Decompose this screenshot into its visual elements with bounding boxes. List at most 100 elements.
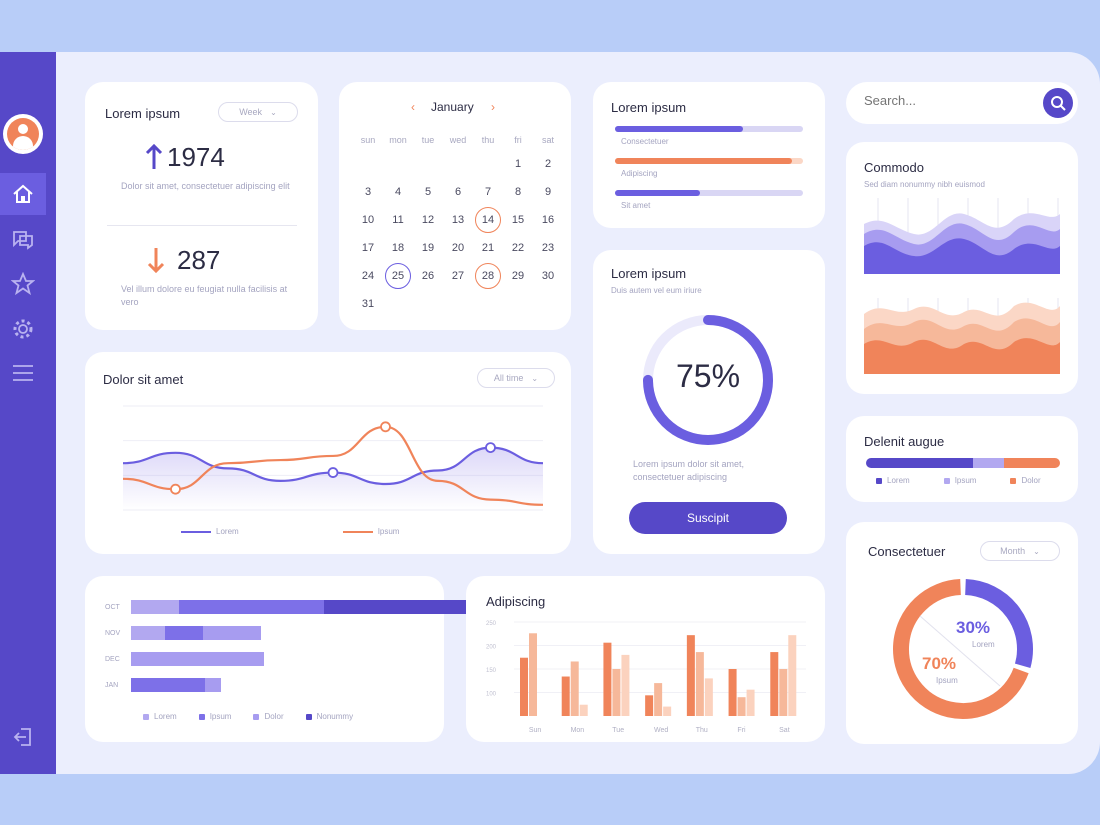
search-bar[interactable] (846, 82, 1078, 124)
search-button[interactable] (1043, 88, 1073, 118)
commodo-title: Commodo (864, 160, 924, 175)
consectetuer-period-dropdown[interactable]: Month ⌄ (980, 541, 1060, 561)
hbar-segment[interactable] (324, 600, 513, 614)
hbar-segment[interactable] (131, 626, 166, 640)
calendar-day[interactable]: 25 (383, 263, 413, 289)
adipiscing-bar-chart: 250 200 150 100 Sun Mon Tue Wed Thu Fri Sat (486, 621, 806, 734)
search-input[interactable] (864, 93, 1034, 108)
hbar-segment[interactable] (178, 600, 325, 614)
calendar-day[interactable]: 4 (394, 186, 402, 198)
line-point[interactable] (327, 467, 339, 478)
arrow-down-icon (147, 248, 165, 273)
gauge-subtitle: Duis autem vel eum iriure (611, 286, 702, 295)
calendar-day[interactable]: 16 (541, 214, 555, 226)
bar[interactable] (663, 706, 672, 716)
adipiscing-card: Adipiscing 250 200 150 100 Sun Mon Tue Wed Thu Fr… (466, 576, 825, 742)
bar[interactable] (737, 697, 746, 716)
calendar-day[interactable]: 29 (511, 270, 525, 282)
progress-card: Lorem ipsum Consectetuer Adipiscing Sit am… (593, 82, 825, 228)
consectetuer-card: Consectetuer Month ⌄ 30% Lorem 70% Ipsum (846, 522, 1078, 744)
bar[interactable] (746, 689, 755, 716)
calendar-day[interactable]: 30 (541, 270, 555, 282)
hbar-segment[interactable] (205, 678, 222, 692)
stats-period-dropdown[interactable]: Week ⌄ (218, 102, 298, 122)
calendar-day[interactable]: 15 (511, 214, 525, 226)
sidebar-item-settings[interactable] (0, 308, 46, 350)
bar[interactable] (621, 654, 630, 716)
line-chart-period-dropdown[interactable]: All time ⌄ (477, 368, 555, 388)
hbar-segment[interactable] (131, 678, 206, 692)
bar[interactable] (654, 683, 663, 716)
suscipit-button[interactable]: Suscipit (629, 502, 787, 534)
bar[interactable] (695, 652, 704, 716)
y-tick-label: 100 (486, 692, 497, 698)
sidebar-item-home[interactable] (0, 173, 46, 215)
bar[interactable] (529, 633, 537, 716)
calendar-day[interactable]: 14 (473, 207, 503, 233)
bar[interactable] (570, 661, 579, 716)
bar[interactable] (770, 652, 779, 716)
sidebar-item-messages[interactable] (0, 218, 46, 260)
calendar-next-button[interactable]: › (491, 100, 495, 114)
calendar-day-name: wed (449, 135, 467, 145)
calendar-prev-button[interactable]: ‹ (411, 100, 415, 114)
line-point[interactable] (170, 483, 181, 495)
calendar-day[interactable]: 11 (392, 214, 404, 226)
line-point[interactable] (380, 421, 391, 433)
logout-button[interactable] (0, 716, 46, 758)
calendar-day[interactable]: 23 (541, 242, 555, 254)
calendar-day[interactable]: 31 (361, 298, 375, 310)
calendar-day[interactable]: 24 (361, 270, 375, 282)
calendar-day[interactable]: 9 (544, 186, 552, 198)
calendar-day[interactable]: 21 (481, 242, 495, 254)
legend-swatch (198, 713, 205, 720)
calendar-day[interactable]: 27 (451, 270, 465, 282)
bar[interactable] (779, 669, 788, 716)
donut-label-ipsum: Ipsum (936, 676, 958, 685)
bar[interactable] (788, 635, 797, 716)
calendar-day[interactable]: 13 (451, 214, 465, 226)
calendar-day[interactable]: 28 (473, 263, 503, 289)
hbar-segment[interactable] (131, 600, 179, 614)
hbar-category-label: NOV (105, 630, 121, 637)
gauge-ring (643, 315, 773, 445)
bar[interactable] (728, 669, 737, 716)
calendar-day[interactable]: 19 (421, 242, 435, 254)
bar[interactable] (579, 704, 588, 716)
line-point[interactable] (485, 442, 496, 453)
bar[interactable] (686, 635, 695, 716)
bar[interactable] (561, 676, 570, 716)
calendar-day[interactable]: 2 (544, 158, 552, 170)
calendar-day[interactable]: 1 (514, 158, 522, 170)
calendar-day[interactable]: 22 (511, 242, 525, 254)
bar[interactable] (612, 669, 621, 716)
calendar-day[interactable]: 7 (484, 186, 492, 198)
legend-swatch (943, 477, 950, 484)
calendar-day[interactable]: 6 (454, 186, 462, 198)
calendar-day[interactable]: 26 (421, 270, 435, 282)
sidebar-item-menu[interactable] (0, 352, 46, 394)
calendar-day[interactable]: 10 (361, 214, 375, 226)
donut-slice-lorem[interactable] (964, 579, 1033, 668)
calendar-day[interactable]: 20 (451, 242, 465, 254)
x-tick-label: Fri (737, 727, 746, 734)
donut-slice-ipsum[interactable] (893, 579, 1029, 719)
bar[interactable] (645, 695, 654, 716)
sidebar-item-favorites[interactable] (0, 263, 46, 305)
hbar-segment[interactable] (202, 626, 261, 640)
calendar-day[interactable]: 5 (424, 186, 432, 198)
calendar-day[interactable]: 8 (514, 186, 522, 198)
bar[interactable] (520, 657, 528, 716)
hbar-legend: Lorem Ipsum Dolor Nonummy (143, 712, 353, 721)
hbar-segment[interactable] (165, 626, 203, 640)
calendar-day[interactable]: 18 (391, 242, 405, 254)
avatar[interactable] (3, 114, 43, 154)
calendar-day[interactable]: 17 (361, 242, 375, 254)
calendar-day[interactable]: 12 (421, 214, 435, 226)
calendar-day[interactable]: 3 (364, 186, 372, 198)
stat-description-down: Vel illum dolore eu feugiat nulla facili… (121, 284, 288, 307)
bar[interactable] (603, 642, 612, 716)
calendar-day-name: mon (389, 135, 407, 145)
hbar-segment[interactable] (131, 652, 264, 666)
bar[interactable] (704, 678, 713, 716)
